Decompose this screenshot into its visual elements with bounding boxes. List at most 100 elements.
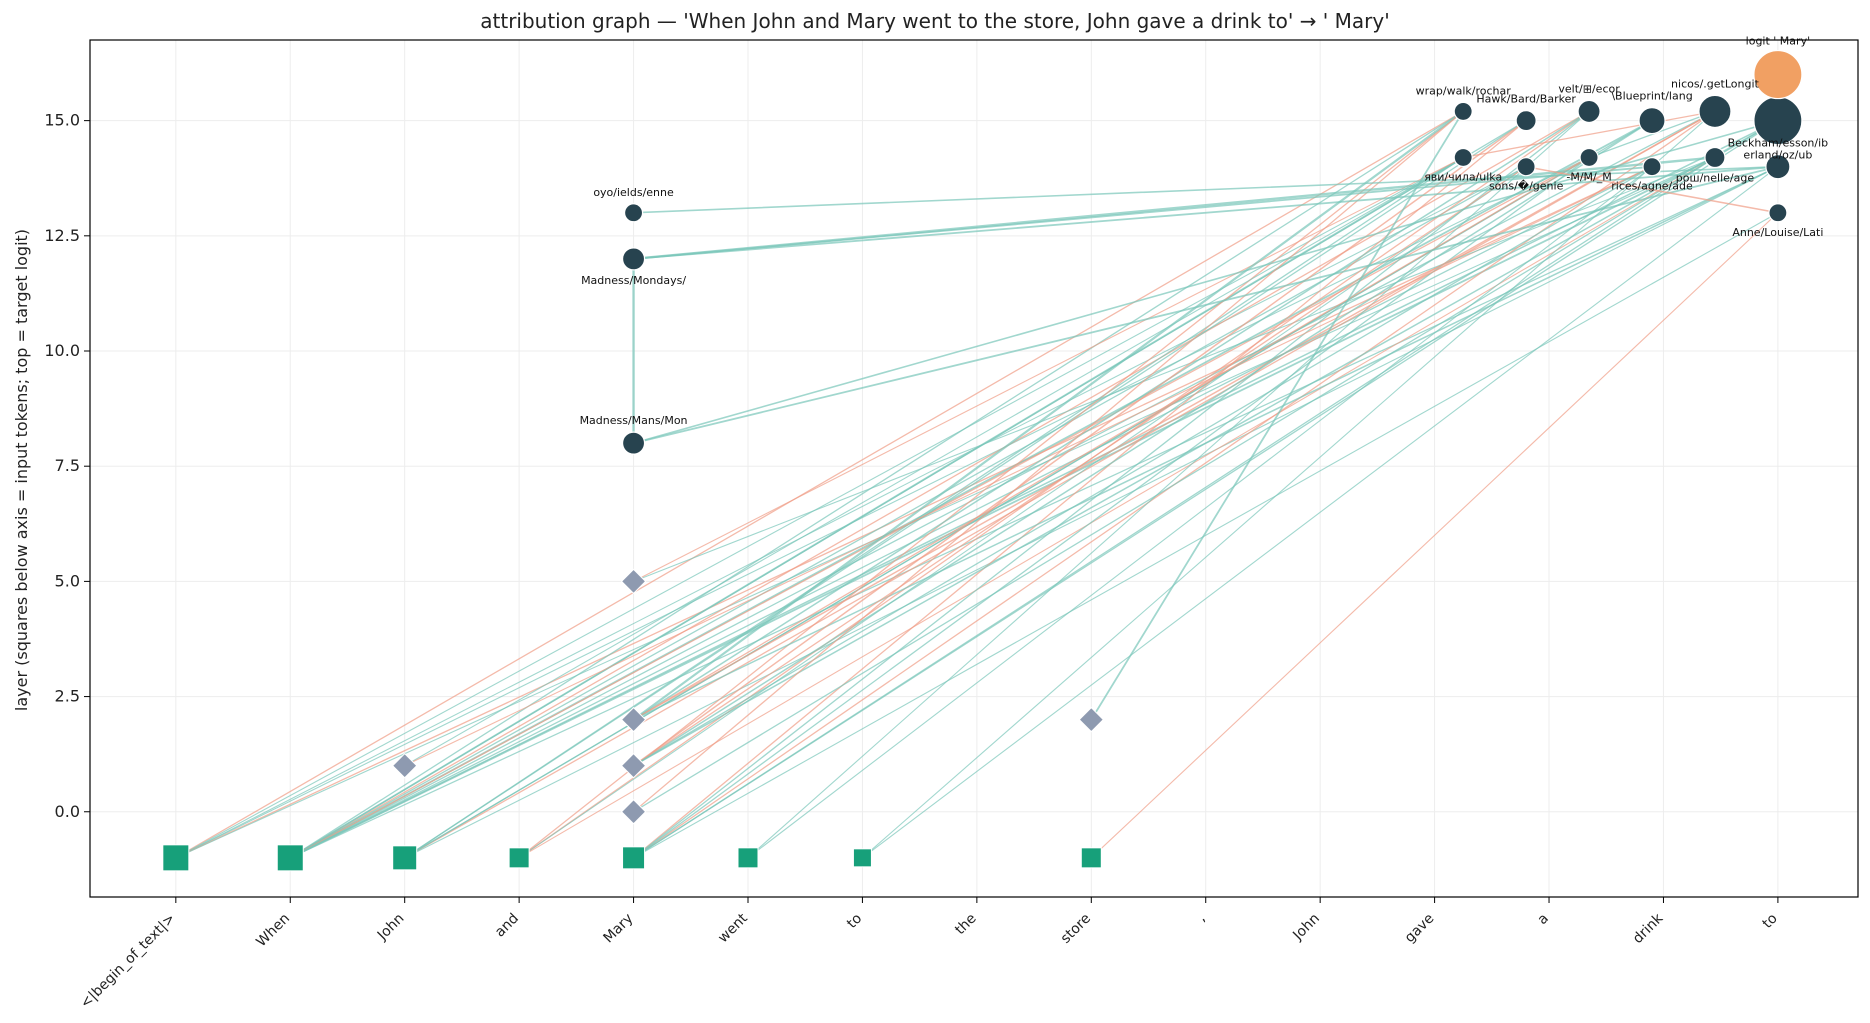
- edge: [404, 156, 1464, 859]
- edge: [861, 166, 1779, 859]
- y-tick-label: 7.5: [55, 456, 80, 475]
- x-tick-label: a: [1534, 911, 1551, 928]
- x-tick-label: Mary: [601, 911, 637, 947]
- x-tick-label: gave: [1402, 911, 1438, 947]
- feature-node: [1515, 110, 1537, 132]
- edge: [747, 166, 1653, 859]
- input-token-node: [508, 847, 530, 869]
- y-tick-label: 10.0: [44, 341, 80, 360]
- feature-node: [1453, 101, 1473, 122]
- x-tick-label: to: [1759, 911, 1780, 932]
- y-axis-label: layer (squares below axis = input tokens…: [12, 229, 31, 711]
- edge: [175, 110, 1464, 859]
- y-tick-label: 12.5: [44, 226, 80, 245]
- feature-node-label: Hawk/Bard/Barker: [1476, 93, 1576, 106]
- edge: [289, 156, 1590, 859]
- edge: [633, 156, 1716, 582]
- x-tick-label: <|begin_of_text|>: [77, 911, 178, 1012]
- edge: [404, 156, 1464, 767]
- feature-node-label: яви/чила/ulka: [1424, 170, 1502, 183]
- edge: [632, 166, 1653, 767]
- edge: [1525, 165, 1779, 214]
- edges: [175, 110, 1779, 859]
- edge: [1462, 110, 1716, 159]
- grid: [90, 40, 1858, 897]
- y-axis: 0.0 2.5 5.0 7.5 10.0 12.5 15.0: [44, 111, 90, 821]
- feature-node-label: sons/�/genie: [1489, 180, 1564, 193]
- edge: [404, 166, 1653, 767]
- edge: [289, 110, 1464, 859]
- x-tick-label: went: [715, 910, 751, 946]
- edge: [632, 165, 1653, 260]
- nodes: [162, 49, 1803, 872]
- edge: [632, 156, 1590, 859]
- edge: [175, 166, 1653, 859]
- edge: [518, 110, 1590, 859]
- y-tick-label: 0.0: [55, 802, 80, 821]
- edge: [289, 166, 1527, 859]
- feature-node-label: velt/⊞/ecor: [1558, 82, 1620, 95]
- edge: [632, 110, 1465, 721]
- feature-node-label: рош/nelle/age: [1676, 171, 1755, 184]
- edge: [632, 156, 1590, 721]
- edge: [632, 156, 1716, 813]
- feature-node: [1453, 147, 1473, 168]
- edge: [404, 110, 1716, 859]
- edge: [632, 110, 1716, 721]
- x-tick-label: John: [1289, 911, 1323, 945]
- input-token-node: [737, 847, 759, 869]
- feature-node-label: rices/agne/ade: [1611, 180, 1693, 193]
- feature-node-label: oyo/ields/enne: [593, 186, 674, 199]
- feature-node: [623, 203, 644, 223]
- feature-node: [621, 247, 646, 271]
- input-token-node: [162, 844, 190, 872]
- input-token-node: [852, 848, 872, 868]
- edge: [518, 156, 1716, 859]
- edge: [175, 156, 1464, 859]
- edge: [175, 156, 1590, 859]
- x-tick-label: drink: [1630, 910, 1667, 947]
- edge: [632, 119, 1779, 767]
- error-node: [391, 752, 418, 779]
- x-tick-label: store: [1058, 911, 1094, 947]
- y-tick-label: 5.0: [55, 571, 80, 590]
- feature-node-label: Anne/Louise/Lati: [1732, 226, 1823, 239]
- feature-node-label: Madness/Mondays/: [581, 274, 686, 287]
- x-axis: <|begin_of_text|> When John and Mary went to th…: [77, 897, 1781, 1012]
- feature-node: [1638, 107, 1666, 135]
- edge: [632, 165, 1779, 445]
- logit-node-label: logit ' Mary': [1746, 35, 1810, 48]
- edge: [632, 165, 1779, 260]
- x-tick-label: the: [952, 911, 980, 939]
- edge: [632, 119, 1527, 859]
- edge: [632, 119, 1527, 767]
- plot-frame: [89, 39, 1859, 898]
- feature-node-label: -M/M/_M: [1566, 170, 1611, 183]
- input-token-node: [1080, 847, 1102, 869]
- feature-node: [1698, 94, 1732, 129]
- input-token-node: [276, 844, 304, 872]
- feature-node-label: Beckham/esson/ib: [1728, 137, 1829, 150]
- feature-node: [1768, 203, 1788, 223]
- chart-title: attribution graph — 'When John and Mary …: [480, 9, 1389, 33]
- logit-node: [1753, 49, 1803, 100]
- edge: [175, 156, 1716, 859]
- feature-node: [1579, 147, 1599, 168]
- feature-node-label: nicos/.getLongit: [1671, 77, 1759, 90]
- edge: [1090, 212, 1779, 859]
- feature-node-label: wrap/walk/rochar: [1416, 84, 1512, 97]
- input-token-node: [392, 845, 418, 871]
- edge: [1588, 110, 1716, 159]
- x-tick-label: When: [253, 911, 293, 951]
- error-node: [620, 568, 647, 595]
- node-labels: oyo/ields/enne Madness/Mondays/Madness/Ma…: [580, 35, 1829, 428]
- edge: [632, 110, 1590, 721]
- error-node: [620, 706, 647, 733]
- feature-node: [1704, 146, 1726, 169]
- edge: [289, 166, 1653, 859]
- x-tick-label: ,: [1194, 911, 1208, 925]
- feature-node: [1577, 99, 1601, 124]
- edge: [747, 110, 1590, 859]
- edge: [404, 166, 1779, 859]
- edge: [175, 166, 1527, 859]
